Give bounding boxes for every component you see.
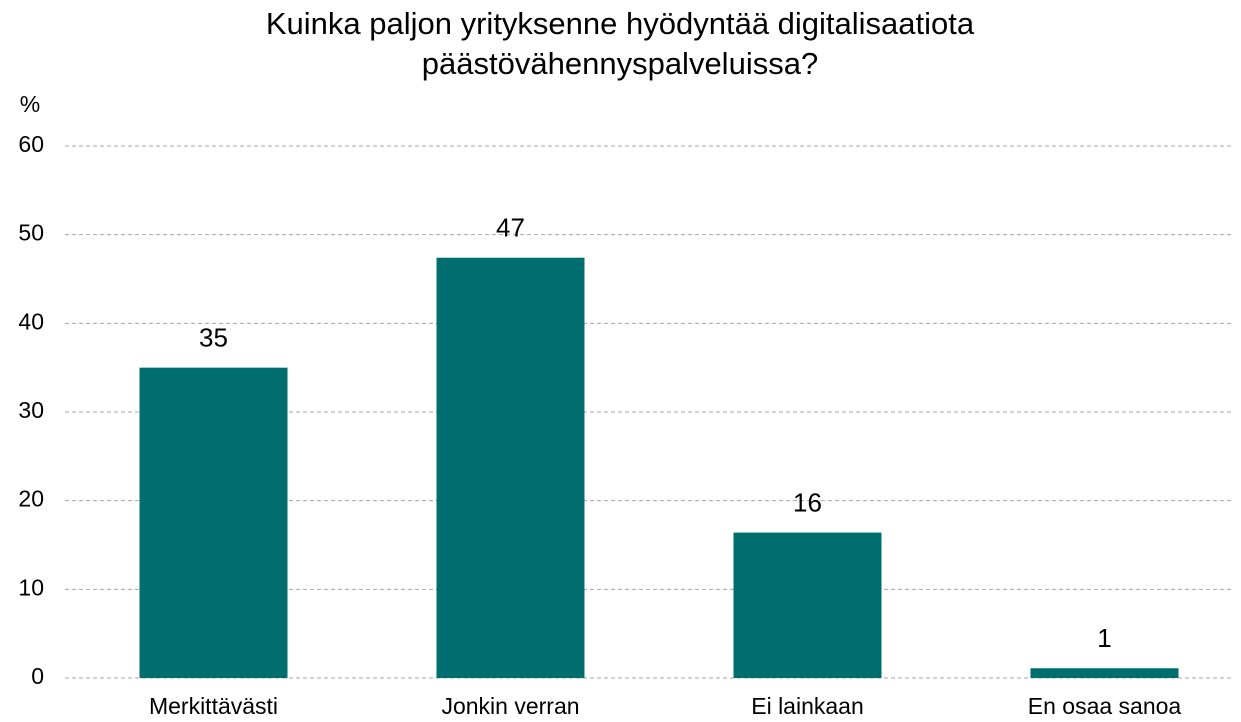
value-label: 16	[793, 487, 822, 517]
x-tick-label: En osaa sanoa	[1028, 693, 1182, 719]
y-tick-label: 50	[18, 220, 44, 246]
y-axis-label: %	[20, 91, 40, 117]
value-label: 1	[1097, 623, 1111, 653]
value-label: 47	[496, 213, 525, 243]
y-tick-label: 30	[18, 397, 44, 423]
y-tick-label: 60	[18, 131, 44, 157]
x-tick-label: Ei lainkaan	[751, 693, 864, 719]
chart-title: Kuinka paljon yrityksenne hyödyntää digi…	[265, 6, 975, 81]
value-label: 35	[199, 323, 228, 353]
bar	[1030, 668, 1179, 678]
y-tick-label: 40	[18, 308, 44, 334]
y-tick-label: 20	[18, 486, 44, 512]
bar	[733, 532, 882, 678]
y-tick-label: 10	[18, 574, 44, 600]
y-tick-label: 0	[31, 663, 44, 689]
bar	[436, 257, 585, 678]
x-tick-label: Merkittävästi	[149, 693, 278, 719]
bar	[139, 367, 288, 678]
x-tick-label: Jonkin verran	[441, 693, 579, 719]
